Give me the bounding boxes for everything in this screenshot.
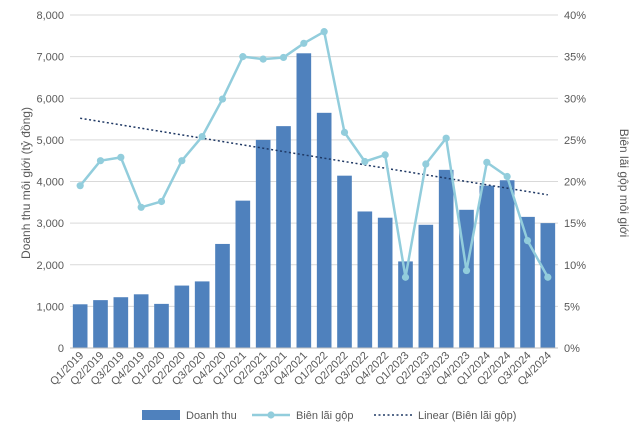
line-point [361,157,369,166]
legend-swatch-marker [267,411,275,419]
line-point [320,28,328,36]
y2-tick-label: 25% [564,135,586,147]
line-point [239,53,247,61]
line-point [544,273,552,281]
line-point [178,157,186,165]
y2-tick-label: 35% [564,52,586,64]
bar [133,294,149,348]
line-point [442,134,450,142]
bar [337,175,352,348]
y-tick-label: 8,000 [36,10,64,22]
bar [154,303,169,348]
y-tick-label: 1,000 [36,301,64,313]
y2-tick-label: 20% [564,177,586,189]
line-point [483,158,491,166]
line-point [218,95,227,103]
line-point [503,172,511,181]
margin-line [79,30,549,279]
y-tick-label: 6,000 [36,93,64,105]
line-point [198,132,206,141]
line-point [259,55,267,63]
bar [418,224,434,348]
bar [316,112,332,348]
bar [72,304,88,348]
legend-swatch-bar [142,410,180,420]
line-point [462,266,471,275]
bar [438,169,454,348]
bar [357,211,373,348]
bar [499,180,515,348]
y2-tick-label: 5% [564,301,580,313]
trendline [80,117,548,196]
bar [93,300,108,348]
y2-tick-label: 10% [564,260,586,272]
bar [276,126,291,348]
bar [398,261,413,348]
bar [377,217,393,348]
bar [235,200,251,348]
line-series [76,28,552,281]
bar [540,223,556,348]
bar [174,285,190,348]
y-tick-label: 3,000 [36,218,64,230]
line-point [117,153,125,161]
bar [255,139,271,348]
y-tick-label: 7,000 [36,52,64,64]
line-point [279,53,288,62]
y2-axis-label: Biên lãi gộp môi giới [617,129,631,238]
gridlines [70,14,558,349]
bar [479,185,495,348]
bar [215,243,230,348]
bar-series [72,53,556,349]
bar [113,297,129,348]
bar [296,53,312,349]
y-axis-label: Doanh thu môi giới (tỷ đồng) [19,107,33,259]
y-tick-label: 5,000 [36,135,64,147]
legend: Doanh thu Biên lãi gộp Linear (Biên lãi gộ… [142,410,516,422]
line-point [157,197,166,206]
line-point [137,203,145,211]
legend-label-trend: Linear (Biên lãi gộp) [418,410,516,422]
y2-tick-label: 30% [564,93,586,105]
y-tick-label: 2,000 [36,260,64,272]
line-point [422,160,430,168]
line-point [381,151,389,159]
line-point [300,39,308,47]
trendline-series [80,117,548,196]
line-point [76,182,84,190]
y-tick-label: 4,000 [36,177,64,189]
y2-tick-label: 40% [564,10,586,22]
line-point [340,128,349,136]
y-tick-label: 0 [58,343,64,355]
line-point [96,157,105,165]
bar [194,281,210,348]
line-point [523,237,532,245]
legend-label-bar: Doanh thu [186,410,237,422]
line-point [401,273,410,281]
y2-tick-label: 0% [564,343,580,355]
legend-label-line: Biên lãi gộp [296,410,354,422]
y2-tick-label: 15% [564,218,586,230]
